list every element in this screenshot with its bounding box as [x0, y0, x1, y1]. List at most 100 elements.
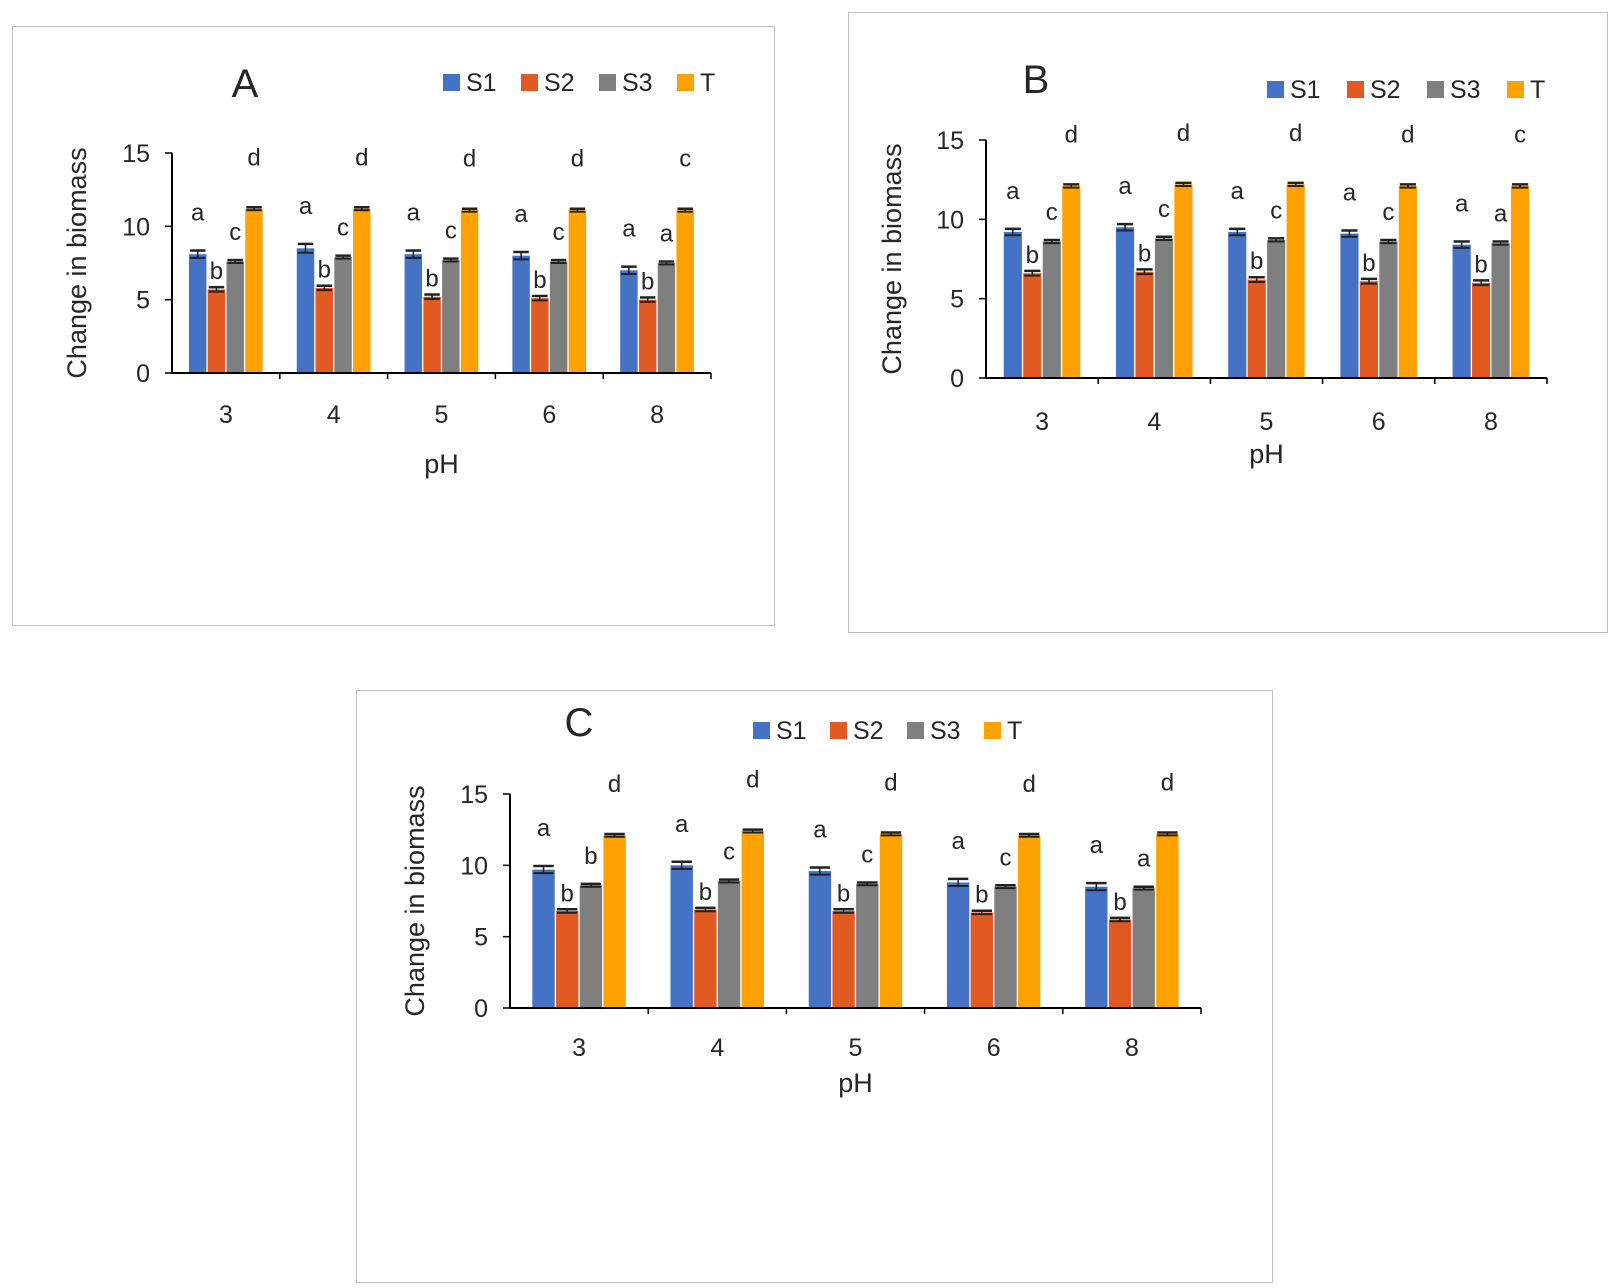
significance-letter: b — [1138, 240, 1151, 267]
significance-letter: d — [247, 144, 260, 171]
significance-letter: b — [1026, 242, 1039, 269]
legend-swatch-s2 — [830, 722, 847, 739]
y-tick-label: 15 — [460, 781, 488, 809]
x-tick-label: 5 — [849, 1034, 863, 1062]
bar-s2-ph-4 — [694, 909, 717, 1008]
bar-s3-ph-4 — [717, 881, 741, 1008]
y-tick-label: 0 — [136, 360, 150, 388]
x-axis-title: pH — [424, 449, 459, 479]
significance-letter: d — [746, 767, 759, 794]
bar-t-ph-6 — [1017, 835, 1041, 1008]
bar-s2-ph-4 — [1135, 271, 1154, 378]
significance-letter: d — [355, 144, 368, 171]
legend-label-s3: S3 — [622, 69, 653, 97]
significance-letter: d — [1177, 120, 1190, 147]
significance-letter: c — [1382, 199, 1394, 226]
y-tick-label: 0 — [950, 365, 964, 393]
bar-s1-ph-3 — [1003, 232, 1022, 378]
significance-letter: d — [884, 770, 897, 797]
significance-letter: a — [514, 201, 528, 228]
x-tick-label: 6 — [1372, 408, 1386, 436]
significance-letter: b — [1474, 251, 1487, 278]
significance-letter: b — [1362, 250, 1375, 277]
bar-t-ph-3 — [245, 208, 263, 373]
significance-letter: a — [407, 200, 421, 227]
significance-letter: d — [1401, 121, 1414, 148]
legend-label-t: T — [1530, 76, 1545, 104]
y-axis-title: Change in biomass — [400, 785, 430, 1016]
chart-panel-c: C S1 S2 S3 T Change in biomass pH 0 5 10 15 3 a b b d 4 a… — [356, 690, 1273, 1283]
y-tick-label: 10 — [460, 852, 488, 880]
x-axis-title: pH — [1249, 439, 1284, 469]
x-tick-label: 3 — [219, 401, 233, 429]
significance-letter: c — [679, 146, 691, 173]
significance-letter: b — [425, 266, 438, 293]
legend-label-s1: S1 — [776, 717, 807, 745]
bar-s1-ph-8 — [620, 270, 638, 373]
significance-letter: c — [337, 215, 349, 242]
bar-s3-ph-5 — [442, 260, 460, 373]
legend-swatch-s1 — [753, 722, 770, 739]
bar-s3-ph-5 — [1267, 239, 1286, 378]
significance-letter: a — [299, 193, 313, 220]
x-tick-label: 3 — [1035, 408, 1049, 436]
significance-letter: d — [608, 771, 621, 798]
bar-s1-ph-4 — [296, 248, 315, 373]
significance-letter: b — [641, 268, 654, 295]
bar-s2-ph-5 — [423, 296, 441, 373]
bar-s3-ph-6 — [1379, 241, 1398, 378]
legend-swatch-t — [1507, 81, 1524, 98]
legend-label-s3: S3 — [930, 717, 961, 745]
significance-letter: b — [584, 843, 597, 870]
significance-letter: a — [1494, 201, 1508, 228]
significance-letter: b — [1250, 248, 1263, 275]
bar-s3-ph-3 — [579, 885, 603, 1008]
bar-s2-ph-6 — [531, 298, 549, 373]
significance-letter: b — [318, 257, 331, 284]
significance-letter: b — [837, 880, 850, 907]
bar-s3-ph-5 — [856, 883, 879, 1008]
bar-s3-ph-8 — [1132, 888, 1155, 1008]
x-tick-label: 5 — [1260, 408, 1274, 436]
bar-t-ph-8 — [676, 210, 694, 373]
significance-letter: a — [1343, 179, 1357, 206]
significance-letter: a — [537, 815, 551, 842]
x-tick-label: 4 — [327, 401, 341, 429]
bar-s3-ph-8 — [657, 263, 676, 373]
bar-t-ph-3 — [603, 835, 626, 1008]
bar-s1-ph-3 — [188, 254, 207, 373]
y-tick-label: 5 — [136, 287, 150, 315]
x-tick-label: 6 — [987, 1034, 1001, 1062]
significance-letter: d — [463, 146, 476, 173]
x-tick-label: 4 — [710, 1034, 724, 1062]
panel-label: C — [565, 701, 594, 745]
significance-letter: a — [1090, 832, 1104, 859]
significance-letter: a — [951, 828, 965, 855]
chart-panel-a: A S1 S2 S3 T Change in biomass pH 0 5 10 15 3 a b c d 4 a… — [12, 26, 775, 626]
y-tick-label: 10 — [122, 213, 150, 241]
bar-t-ph-4 — [741, 831, 764, 1008]
x-tick-label: 5 — [435, 401, 449, 429]
bar-s2-ph-4 — [315, 287, 333, 373]
bar-s3-ph-4 — [334, 257, 352, 373]
bar-t-ph-4 — [353, 208, 371, 373]
significance-letter: d — [1023, 771, 1036, 798]
legend-swatch-s3 — [1427, 81, 1444, 98]
bar-s2-ph-3 — [556, 910, 579, 1008]
significance-letter: b — [210, 258, 223, 285]
legend-swatch-s3 — [907, 722, 924, 739]
significance-letter: c — [723, 839, 735, 866]
y-axis-title: Change in biomass — [62, 147, 92, 378]
bar-s1-ph-6 — [1340, 233, 1359, 378]
bar-s2-ph-8 — [1472, 282, 1491, 378]
significance-letter: c — [1514, 121, 1526, 148]
bar-t-ph-3 — [1062, 186, 1081, 378]
bar-s2-ph-6 — [1359, 281, 1378, 378]
bar-s3-ph-3 — [226, 261, 244, 373]
y-tick-label: 0 — [474, 995, 488, 1023]
chart-panel-b: B S1 S2 S3 T Change in biomass pH 0 5 10 15 3 a b c d 4 a… — [848, 12, 1608, 633]
bar-s2-ph-5 — [832, 910, 855, 1008]
bar-t-ph-6 — [568, 210, 587, 373]
significance-letter: d — [1161, 770, 1174, 797]
